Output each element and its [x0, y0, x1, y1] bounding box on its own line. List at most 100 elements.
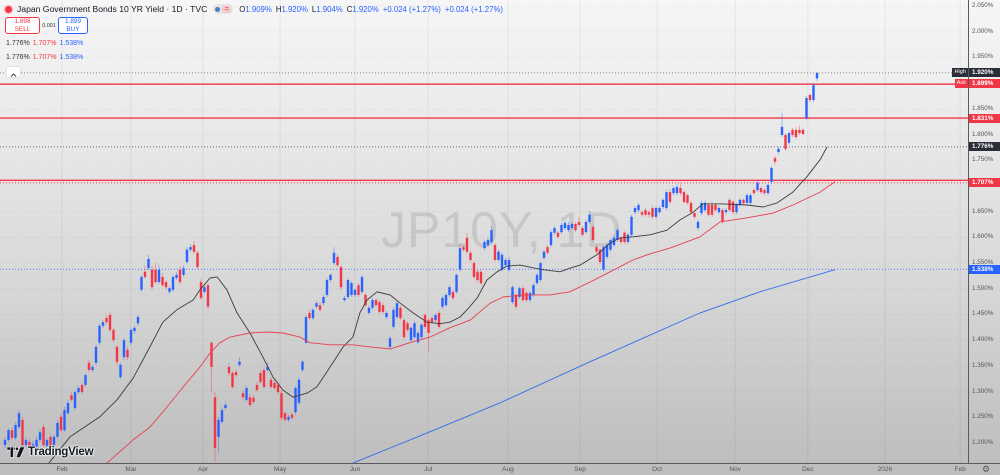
- buy-button[interactable]: 1.899 BUY: [58, 17, 88, 34]
- candle: [364, 294, 367, 306]
- candle: [136, 317, 140, 324]
- candle: [374, 300, 378, 306]
- price-scale[interactable]: 2.050% 2.000% 1.950% 1.850% 1.800% 1.750% 1.65…: [968, 0, 1000, 463]
- price-tick-label: 1.200%: [972, 439, 994, 446]
- data-status-icon: =: [222, 5, 232, 13]
- tradingview-logo-text: TradingView: [28, 446, 94, 458]
- low-value: 1.904%: [316, 4, 343, 14]
- candle: [266, 366, 269, 370]
- buy-label: BUY: [66, 25, 80, 33]
- candle: [59, 416, 63, 431]
- sell-button[interactable]: 1.898 SELL: [5, 17, 40, 34]
- price-tag-ask: Ask: [954, 79, 968, 89]
- price-tick-label: 1.600%: [972, 233, 994, 241]
- symbol-title-row[interactable]: Japan Government Bonds 10 YR Yield · 1D …: [3, 2, 503, 16]
- candle: [185, 249, 189, 263]
- candle: [161, 276, 164, 286]
- price-tick-label: 1.350%: [972, 361, 994, 369]
- indicator-row[interactable]: 1.776% 1.707% 1.538%: [6, 40, 83, 47]
- candle: [133, 327, 136, 331]
- candle: [710, 204, 714, 215]
- symbol-title[interactable]: Japan Government Bonds 10 YR Yield · 1D …: [17, 4, 208, 14]
- indicator-value-ma-2: 1.707%: [32, 40, 57, 47]
- candle: [168, 288, 171, 292]
- candle: [224, 404, 227, 409]
- candle: [626, 234, 630, 242]
- candle: [154, 269, 157, 283]
- candle: [700, 202, 703, 214]
- candle: [791, 129, 794, 136]
- candle: [763, 190, 766, 194]
- symbol-flag-icon: [5, 5, 12, 13]
- candle: [542, 251, 546, 258]
- candle: [731, 201, 735, 213]
- candle: [360, 276, 364, 292]
- candle: [493, 245, 497, 260]
- candle: [500, 254, 504, 270]
- candle: [280, 393, 283, 418]
- candle: [409, 327, 413, 341]
- candle: [570, 223, 574, 229]
- price-marker-label: 1.899%: [969, 79, 1000, 89]
- settings-gear-icon[interactable]: ⚙: [981, 464, 991, 474]
- price-marker-label: 1.920%: [969, 68, 1000, 78]
- moving-average-line-ma-1[interactable]: [48, 146, 828, 463]
- candle: [794, 129, 798, 138]
- candle: [35, 439, 38, 448]
- candle: [717, 208, 721, 213]
- candle: [556, 232, 560, 237]
- candle: [595, 247, 598, 252]
- indicator-value-ma-3: 1.538%: [59, 54, 84, 61]
- candle: [651, 208, 654, 217]
- candle: [245, 387, 248, 400]
- candle: [220, 410, 224, 422]
- candle: [609, 239, 612, 250]
- candle: [441, 298, 444, 307]
- candle: [766, 184, 770, 194]
- high-value: 1.920%: [281, 4, 308, 14]
- candle: [66, 402, 70, 414]
- candle: [269, 379, 273, 387]
- candle: [574, 223, 577, 231]
- candle: [175, 274, 178, 278]
- time-tick-label: Feb: [954, 466, 966, 473]
- candle: [115, 346, 119, 362]
- collapse-legend-button[interactable]: [6, 66, 21, 78]
- indicator-row[interactable]: 1.776% 1.707% 1.538%: [6, 54, 83, 61]
- price-marker-label: 1.831%: [969, 114, 1000, 124]
- candle: [346, 280, 350, 297]
- candle: [84, 375, 87, 385]
- candle: [241, 393, 245, 398]
- candle: [108, 314, 112, 330]
- candle: [770, 167, 773, 182]
- candle: [276, 384, 280, 393]
- tradingview-logo[interactable]: TradingView: [7, 446, 94, 458]
- candle: [546, 247, 549, 253]
- moving-average-line-ma-3[interactable]: [352, 269, 836, 463]
- candle: [395, 303, 399, 318]
- candle: [602, 247, 605, 270]
- sell-label: SELL: [14, 25, 31, 33]
- chart-plot[interactable]: [0, 0, 968, 463]
- candle: [563, 222, 567, 229]
- candle: [3, 439, 7, 446]
- candle: [637, 204, 640, 211]
- price-tick-label: 1.500%: [972, 284, 994, 292]
- candle: [199, 282, 203, 299]
- candle: [584, 221, 588, 233]
- candle: [619, 237, 623, 242]
- candle: [63, 410, 66, 431]
- candle: [707, 204, 710, 215]
- candle: [311, 309, 315, 319]
- chart-pane[interactable]: JP10Y, 1D High Ask: [0, 0, 968, 463]
- moving-average-line-ma-2[interactable]: [106, 181, 836, 463]
- candle: [518, 288, 521, 297]
- candle: [686, 195, 689, 203]
- open-value: 1.909%: [245, 4, 272, 14]
- candle: [805, 98, 808, 119]
- candle: [675, 186, 679, 194]
- time-axis[interactable]: ⚙ Feb Mar Apr May Jun Jul Aug Sep Oct Nov Dec 2026 F…: [0, 463, 1000, 475]
- candle: [290, 414, 294, 418]
- market-status-pill[interactable]: =: [213, 4, 234, 14]
- candle: [672, 187, 675, 194]
